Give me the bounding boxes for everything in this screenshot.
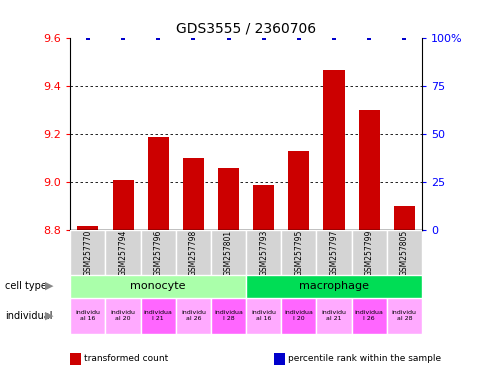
Bar — [70, 230, 105, 275]
Bar — [386, 230, 421, 275]
Point — [400, 35, 408, 41]
Text: individu
al 16: individu al 16 — [75, 310, 100, 321]
Bar — [351, 230, 386, 275]
Bar — [386, 298, 421, 334]
Point — [84, 35, 91, 41]
Text: ▶: ▶ — [45, 281, 53, 291]
Bar — [253, 185, 273, 230]
Text: individu
al 20: individu al 20 — [110, 310, 136, 321]
Point — [154, 35, 162, 41]
Bar — [211, 298, 245, 334]
Bar — [245, 298, 281, 334]
Text: monocyte: monocyte — [130, 281, 185, 291]
Bar — [287, 151, 309, 230]
Text: individua
l 28: individua l 28 — [213, 310, 242, 321]
Text: macrophage: macrophage — [299, 281, 368, 291]
Text: individu
al 26: individu al 26 — [181, 310, 206, 321]
Bar — [358, 110, 379, 230]
Bar — [351, 298, 386, 334]
Text: ▶: ▶ — [45, 311, 53, 321]
Bar — [140, 230, 175, 275]
Text: GSM257793: GSM257793 — [258, 229, 268, 276]
Text: individu
al 21: individu al 21 — [321, 310, 346, 321]
Bar — [393, 207, 414, 230]
Point — [259, 35, 267, 41]
Bar — [70, 298, 105, 334]
Bar — [140, 298, 175, 334]
Point — [119, 35, 127, 41]
Text: individual: individual — [5, 311, 52, 321]
Bar — [70, 275, 245, 298]
Text: GSM257794: GSM257794 — [118, 229, 127, 276]
Text: transformed count: transformed count — [84, 354, 168, 363]
Text: percentile rank within the sample: percentile rank within the sample — [287, 354, 440, 363]
Text: GSM257796: GSM257796 — [153, 229, 163, 276]
Text: GSM257801: GSM257801 — [224, 229, 233, 276]
Point — [294, 35, 302, 41]
Text: individua
l 21: individua l 21 — [143, 310, 172, 321]
Text: GSM257770: GSM257770 — [83, 229, 92, 276]
Text: GSM257795: GSM257795 — [294, 229, 303, 276]
Point — [189, 35, 197, 41]
Text: individu
al 28: individu al 28 — [391, 310, 416, 321]
Text: individu
al 16: individu al 16 — [251, 310, 276, 321]
Point — [364, 35, 372, 41]
Text: individua
l 26: individua l 26 — [354, 310, 383, 321]
Text: GSM257797: GSM257797 — [329, 229, 338, 276]
Bar — [175, 230, 211, 275]
Bar — [281, 298, 316, 334]
Bar — [245, 275, 421, 298]
Text: GSM257805: GSM257805 — [399, 229, 408, 276]
Text: GSM257798: GSM257798 — [188, 229, 197, 276]
Point — [224, 35, 232, 41]
Bar — [316, 230, 351, 275]
Bar — [105, 230, 140, 275]
Text: cell type: cell type — [5, 281, 46, 291]
Bar — [147, 137, 168, 230]
Bar — [112, 180, 133, 230]
Bar — [217, 168, 239, 230]
Text: individua
l 20: individua l 20 — [284, 310, 313, 321]
Title: GDS3555 / 2360706: GDS3555 / 2360706 — [176, 22, 316, 36]
Bar — [175, 298, 211, 334]
Bar — [316, 298, 351, 334]
Bar — [105, 298, 140, 334]
Text: GSM257799: GSM257799 — [364, 229, 373, 276]
Bar — [281, 230, 316, 275]
Bar — [211, 230, 245, 275]
Bar — [77, 226, 98, 230]
Point — [330, 35, 337, 41]
Bar — [323, 70, 344, 230]
Bar — [182, 159, 203, 230]
Bar — [245, 230, 281, 275]
